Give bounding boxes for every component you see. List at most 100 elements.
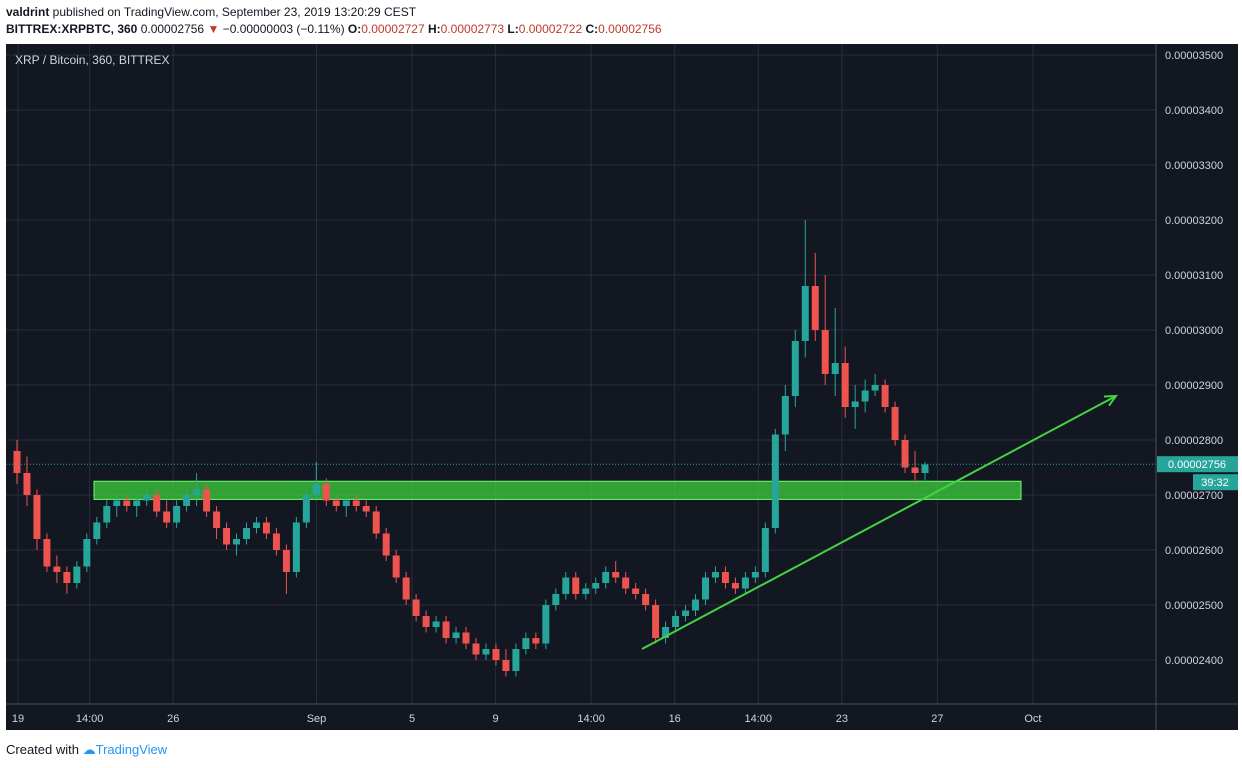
candle bbox=[771, 429, 779, 534]
candle bbox=[692, 594, 700, 616]
candle-body bbox=[642, 594, 650, 605]
candle-body bbox=[33, 495, 41, 539]
tradingview-brand[interactable]: TradingView bbox=[95, 742, 168, 757]
candle-body bbox=[402, 577, 410, 600]
candle bbox=[123, 495, 131, 512]
candle bbox=[801, 220, 809, 358]
candle bbox=[282, 544, 290, 594]
candle bbox=[562, 572, 570, 600]
x-tick-label: 5 bbox=[409, 713, 415, 725]
candle bbox=[422, 610, 430, 633]
footer: Created with ☁TradingView bbox=[6, 742, 167, 758]
candle-body bbox=[422, 616, 430, 627]
y-tick-label: 0.00003200 bbox=[1165, 215, 1223, 227]
high-label: H: bbox=[428, 22, 441, 36]
candle bbox=[911, 451, 919, 484]
candle bbox=[891, 401, 899, 446]
candle-body bbox=[552, 594, 560, 605]
candle bbox=[861, 379, 869, 413]
created-with-label: Created with bbox=[6, 742, 79, 757]
candle-body bbox=[831, 363, 839, 374]
candle bbox=[472, 638, 480, 660]
candle bbox=[532, 632, 540, 649]
candle-body bbox=[821, 330, 829, 374]
author-name[interactable]: valdrint bbox=[6, 5, 50, 19]
candle-body bbox=[522, 638, 530, 649]
publish-info: published on TradingView.com, September … bbox=[49, 5, 417, 19]
candle-body bbox=[43, 539, 51, 567]
candle bbox=[23, 456, 31, 506]
candle bbox=[113, 495, 121, 517]
candle bbox=[841, 346, 849, 418]
candle-body bbox=[881, 385, 889, 407]
candle bbox=[462, 627, 470, 649]
candle bbox=[173, 500, 181, 528]
candle-body bbox=[392, 555, 400, 578]
candle-body bbox=[362, 506, 370, 512]
y-tick-label: 0.00002600 bbox=[1165, 545, 1223, 557]
candle bbox=[352, 495, 360, 512]
open-label: O: bbox=[347, 22, 362, 36]
price-axis[interactable]: 0.00003500 0.00003400 0.00003300 0.00003200… bbox=[1165, 50, 1223, 667]
candle bbox=[682, 605, 690, 622]
candle-body bbox=[801, 286, 809, 341]
price-chart[interactable]: 0.00003500 0.00003400 0.00003300 0.00003200… bbox=[6, 44, 1238, 730]
close-label: C: bbox=[585, 22, 599, 36]
last-price-tag: 0.00002756 39:32 bbox=[1157, 456, 1238, 491]
candle bbox=[881, 379, 889, 413]
candle-body bbox=[891, 407, 899, 440]
candle-body bbox=[512, 649, 520, 671]
candle bbox=[223, 522, 231, 550]
candle-body bbox=[183, 495, 191, 506]
candle-body bbox=[322, 484, 330, 501]
candle-body bbox=[73, 566, 81, 583]
high-value: 0.00002773 bbox=[440, 22, 505, 36]
candle-body bbox=[682, 610, 690, 616]
trendline[interactable] bbox=[641, 395, 1117, 650]
candle-body bbox=[123, 500, 131, 506]
candle-body bbox=[312, 484, 320, 495]
candle-body bbox=[93, 522, 101, 539]
candle-body bbox=[911, 467, 919, 473]
time-axis[interactable]: 19 14:00 26 Sep 5 9 14:00 16 14:00 23 27 Oct bbox=[12, 713, 1042, 725]
candle bbox=[382, 528, 390, 561]
candle bbox=[811, 253, 819, 341]
chart-container[interactable]: 0.00003500 0.00003400 0.00003300 0.00003200… bbox=[6, 44, 1238, 730]
countdown-tag-bg bbox=[1193, 474, 1238, 491]
y-tick-label: 0.00002400 bbox=[1165, 655, 1223, 667]
candle-body bbox=[612, 572, 620, 578]
candle-body bbox=[751, 572, 759, 578]
candle bbox=[672, 610, 680, 633]
candle-body bbox=[252, 522, 260, 528]
candle bbox=[552, 588, 560, 611]
candle-body bbox=[761, 528, 769, 572]
candle bbox=[412, 594, 420, 622]
candle-body bbox=[262, 522, 270, 534]
candle-body bbox=[342, 500, 350, 506]
candle bbox=[93, 517, 101, 545]
candle bbox=[233, 533, 241, 556]
candle-body bbox=[901, 440, 909, 468]
candle bbox=[163, 500, 171, 528]
candle bbox=[73, 561, 81, 589]
candle-body bbox=[582, 588, 590, 594]
candle bbox=[252, 517, 260, 534]
last-price-tag-text: 0.00002756 bbox=[1168, 459, 1226, 471]
support-zone[interactable] bbox=[93, 480, 1022, 500]
y-tick-label: 0.00002900 bbox=[1165, 380, 1223, 392]
candle bbox=[143, 489, 151, 506]
candle bbox=[482, 643, 490, 660]
close-value: 0.00002756 bbox=[598, 22, 662, 36]
candle-body bbox=[841, 363, 849, 407]
candle-body bbox=[13, 451, 21, 473]
candle bbox=[362, 500, 370, 517]
candle-body bbox=[502, 660, 510, 671]
price-change: −0.00000003 (−0.11%) bbox=[222, 22, 345, 36]
candle-body bbox=[372, 511, 380, 534]
candle bbox=[133, 495, 141, 517]
candle-body bbox=[562, 577, 570, 594]
candle-body bbox=[632, 588, 640, 594]
candle bbox=[632, 583, 640, 600]
candle bbox=[262, 517, 270, 539]
x-tick-label: Oct bbox=[1024, 713, 1041, 725]
